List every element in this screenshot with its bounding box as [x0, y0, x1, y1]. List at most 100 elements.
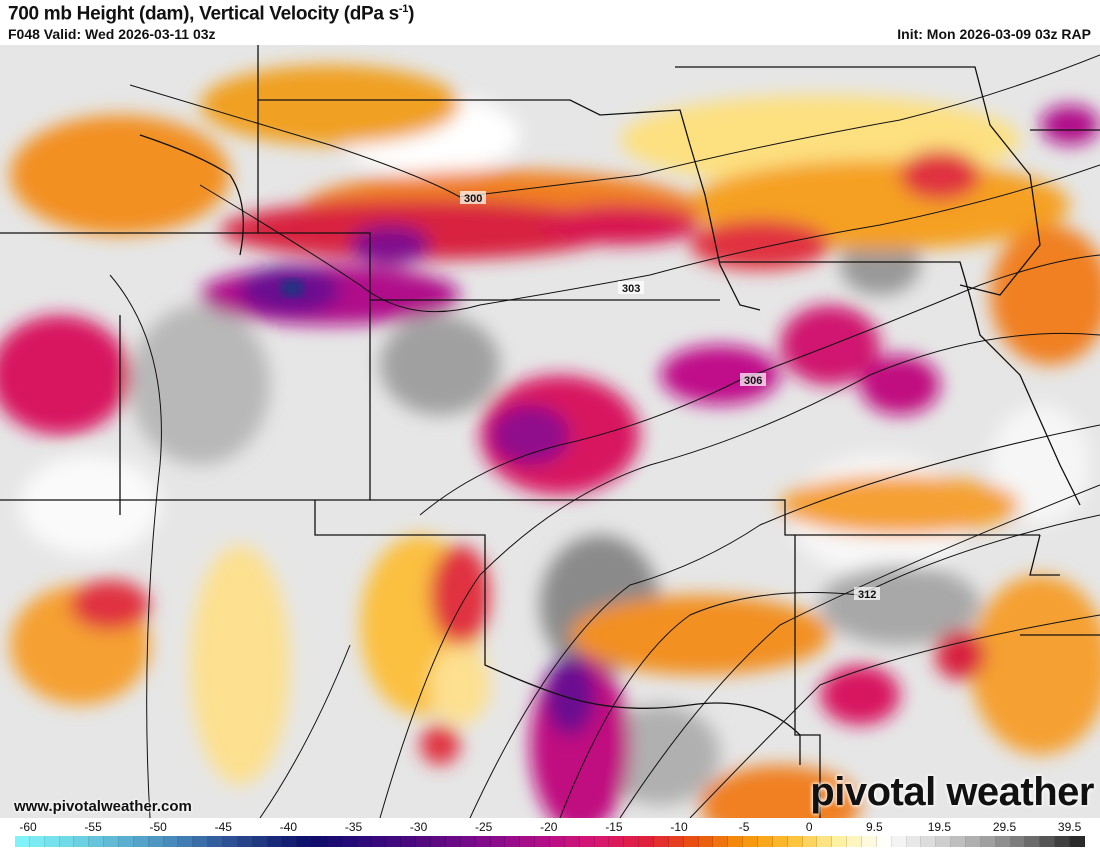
- colorbar-cell: [698, 836, 714, 847]
- state-borders: [0, 45, 1100, 818]
- colorbar-cell: [460, 836, 476, 847]
- colorbar-tick: -55: [84, 820, 102, 834]
- colorbar-cell: [178, 836, 194, 847]
- colorbar-cell: [237, 836, 253, 847]
- colorbar-cell: [1055, 836, 1071, 847]
- colorbar-cell: [713, 836, 729, 847]
- colorbar-cell: [44, 836, 60, 847]
- colorbar-cell: [564, 836, 580, 847]
- height-contours: [109, 54, 1100, 818]
- colorbar-cell: [1070, 836, 1085, 847]
- contour-labels: 300 303 306 312: [460, 191, 880, 601]
- colorbar-cell: [223, 836, 238, 847]
- colorbar-tick: -25: [475, 820, 493, 834]
- colorbar-cell: [861, 836, 877, 847]
- colorbar-cell: [936, 836, 952, 847]
- colorbar-cell: [29, 836, 45, 847]
- map-title: 700 mb Height (dam), Vertical Velocity (…: [8, 3, 415, 25]
- colorbar-cell: [951, 836, 966, 847]
- colorbar-cell: [475, 836, 491, 847]
- colorbar-cell: [609, 836, 625, 847]
- colorbar-cell: [119, 836, 134, 847]
- colorbar-cell: [431, 836, 446, 847]
- colorbar-cell: [891, 836, 907, 847]
- strong-ascent-core: [280, 279, 304, 297]
- colorbar-cell: [252, 836, 268, 847]
- colorbar-cell: [163, 836, 179, 847]
- colorbar-cell: [728, 836, 744, 847]
- colorbar-cell: [416, 836, 432, 847]
- colorbar-cell: [876, 836, 892, 847]
- colorbar-tick: -50: [149, 820, 167, 834]
- colorbar-cell: [549, 836, 565, 847]
- colorbar-cell: [267, 836, 283, 847]
- colorbar-tick: 39.5: [1057, 820, 1082, 834]
- colorbar: -60 -55 -50 -45 -40 -35 -30 -25 -20 -15 -10 -5 0 9.5 1…: [0, 818, 1100, 850]
- colorbar-cell: [74, 836, 90, 847]
- colorbar-tick: -40: [279, 820, 298, 834]
- valid-time: F048 Valid: Wed 2026-03-11 03z: [8, 26, 216, 42]
- colorbar-cell: [966, 836, 981, 847]
- colorbar-cell: [490, 836, 506, 847]
- colorbar-cell: [401, 836, 417, 847]
- colorbar-cell: [59, 836, 75, 847]
- contour-label-312: 312: [858, 589, 876, 601]
- colorbar-tick: -5: [738, 820, 750, 834]
- colorbar-tick: -15: [605, 820, 623, 834]
- colorbar-cell: [683, 836, 699, 847]
- colorbar-tick: -60: [19, 820, 37, 834]
- colorbar-cells: [15, 836, 1085, 847]
- colorbar-cell: [208, 836, 224, 847]
- colorbar-tick: -20: [540, 820, 558, 834]
- colorbar-tick: 19.5: [927, 820, 952, 834]
- colorbar-cell: [520, 836, 536, 847]
- colorbar-tick: -35: [344, 820, 363, 834]
- colorbar-cell: [847, 836, 862, 847]
- colorbar-cell: [757, 836, 773, 847]
- colorbar-cell: [104, 836, 120, 847]
- colorbar-cell: [817, 836, 833, 847]
- colorbar-cell: [1025, 836, 1041, 847]
- colorbar-cell: [579, 836, 595, 847]
- contour-label-300: 300: [464, 193, 482, 205]
- vertical-velocity-field: [0, 65, 1100, 818]
- colorbar-cell: [668, 836, 684, 847]
- colorbar-cell: [639, 836, 654, 847]
- colorbar-cell: [282, 836, 298, 847]
- colorbar-cell: [341, 836, 357, 847]
- colorbar-cell: [505, 836, 521, 847]
- colorbar-cell: [653, 836, 669, 847]
- init-time: Init: Mon 2026-03-09 03z RAP: [897, 26, 1091, 42]
- colorbar-cell: [980, 836, 996, 847]
- colorbar-cell: [802, 836, 818, 847]
- colorbar-tick: -30: [409, 820, 428, 834]
- colorbar-cell: [297, 836, 313, 847]
- colorbar-cell: [535, 836, 550, 847]
- colorbar-cell: [89, 836, 105, 847]
- colorbar-cell: [312, 836, 328, 847]
- colorbar-cell: [906, 836, 922, 847]
- colorbar-cell: [1040, 836, 1056, 847]
- colorbar-cell: [445, 836, 461, 847]
- colorbar-cell: [15, 836, 30, 847]
- colorbar-cell: [995, 836, 1011, 847]
- colorbar-cell: [787, 836, 803, 847]
- colorbar-cell: [743, 836, 758, 847]
- colorbar-cell: [193, 836, 209, 847]
- colorbar-tick: 0: [805, 820, 813, 834]
- pivotal-weather-logo: pivotal weather: [810, 770, 1094, 814]
- colorbar-cell: [327, 836, 342, 847]
- contour-label-306: 306: [744, 375, 762, 387]
- colorbar-cell: [386, 836, 402, 847]
- colorbar-tick: 9.5: [865, 820, 883, 834]
- colorbar-cell: [594, 836, 610, 847]
- colorbar-cell: [133, 836, 149, 847]
- colorbar-cell: [356, 836, 372, 847]
- watermark-url: www.pivotalweather.com: [14, 798, 192, 815]
- colorbar-cell: [921, 836, 937, 847]
- colorbar-tick: -45: [214, 820, 232, 834]
- colorbar-tick: 29.5: [992, 820, 1017, 834]
- colorbar-tick: -10: [670, 820, 688, 834]
- weather-map: 300 303 306 312: [0, 45, 1100, 818]
- colorbar-cell: [832, 836, 848, 847]
